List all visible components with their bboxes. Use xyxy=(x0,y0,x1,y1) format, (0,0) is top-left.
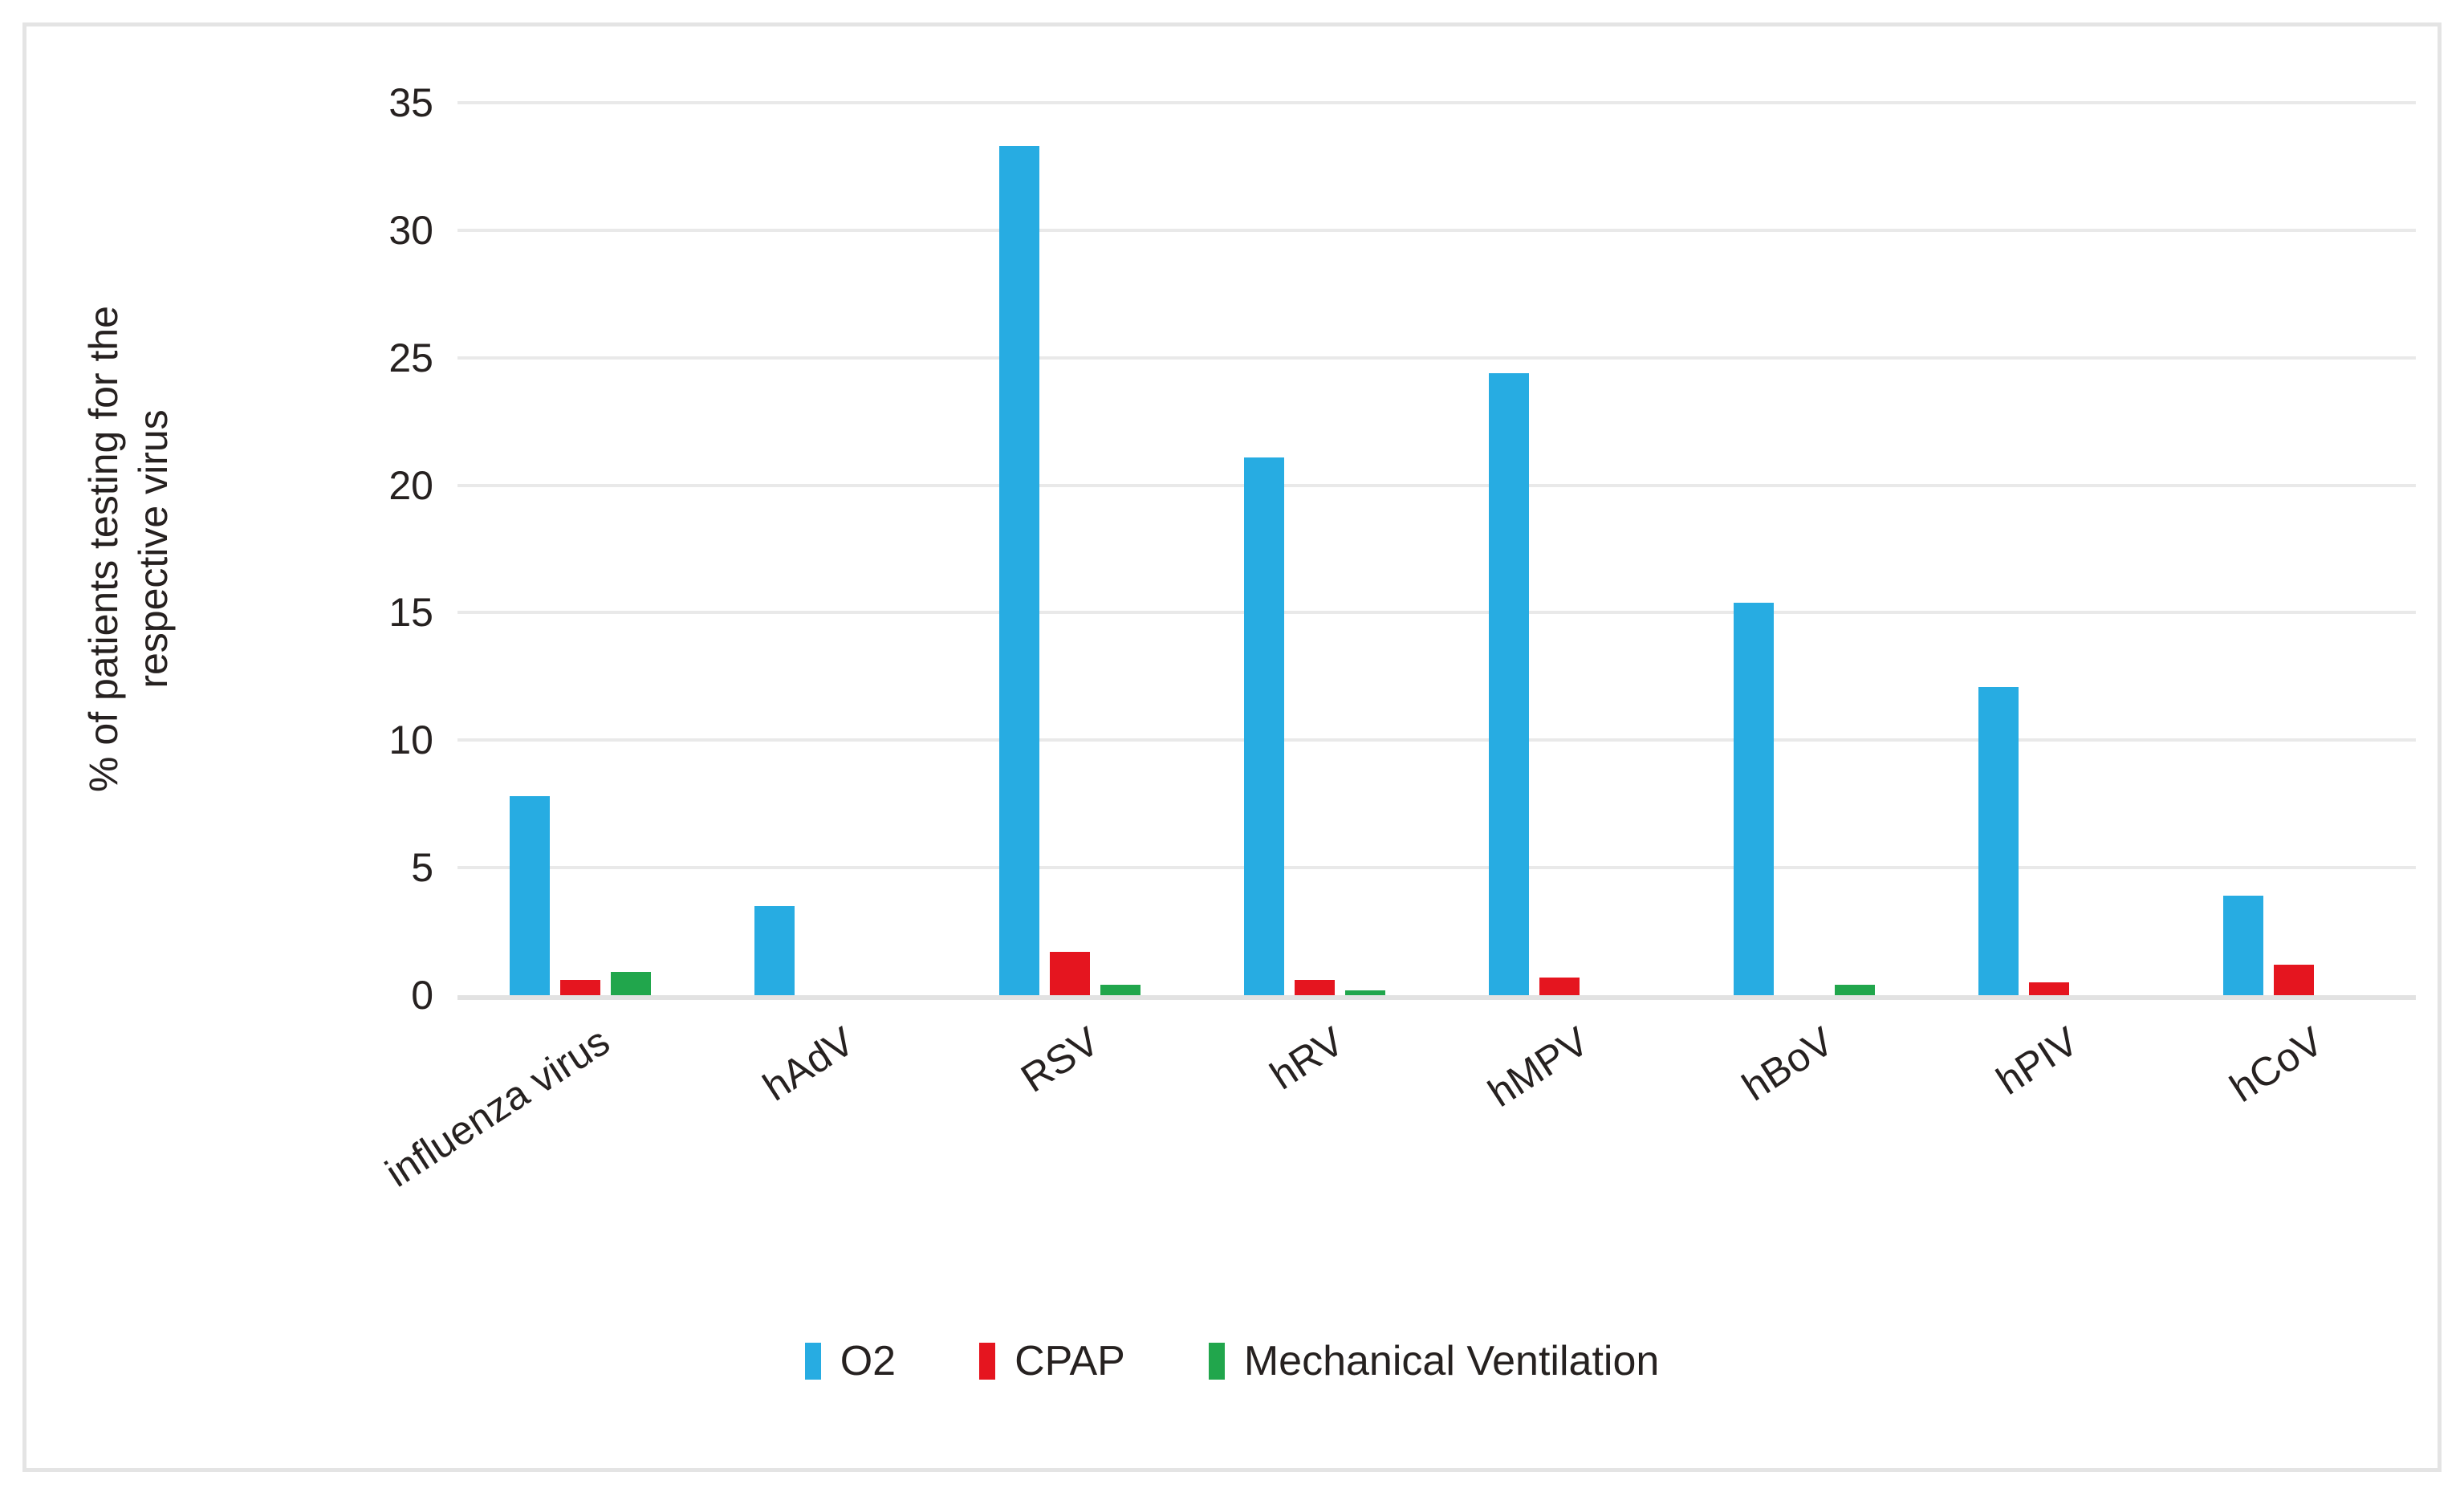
bar-cpap-hcov xyxy=(2273,965,2314,995)
legend-swatch-icon xyxy=(1208,1343,1225,1380)
bar-cpap-influenza-virus xyxy=(559,980,600,995)
y-tick-label-15: 15 xyxy=(388,590,433,636)
bar-group-hmpv xyxy=(1437,373,1681,995)
legend-item-o2: O2 xyxy=(804,1338,897,1384)
y-axis-title-wrap: % of patients testing for the respective… xyxy=(32,103,225,995)
bar-o2-rsv xyxy=(998,146,1039,995)
bar-group-rsv xyxy=(947,146,1192,995)
legend-item-cpap: CPAP xyxy=(979,1339,1125,1384)
bar-cpap-hmpv xyxy=(1539,978,1580,995)
bar-o2-hpiv xyxy=(1978,687,2019,995)
gridline-y15 xyxy=(457,611,2416,615)
gridline-y35 xyxy=(457,101,2416,104)
legend-item-mechanical-ventilation: Mechanical Ventilation xyxy=(1208,1338,1660,1384)
bar-group-hcov xyxy=(2171,896,2416,995)
legend-swatch-icon xyxy=(979,1343,996,1380)
y-tick-label-25: 25 xyxy=(388,335,433,380)
bar-group-hbov xyxy=(1681,603,1926,995)
bar-o2-hmpv xyxy=(1488,373,1529,995)
gridline-y5 xyxy=(457,866,2416,870)
y-tick-label-5: 5 xyxy=(411,845,433,891)
gridline-y25 xyxy=(457,356,2416,360)
gridline-y10 xyxy=(457,738,2416,742)
bar-o2-hcov xyxy=(2222,896,2263,995)
bar-group-influenza-virus xyxy=(457,796,702,995)
legend-label: O2 xyxy=(840,1338,897,1384)
bar-o2-hadv xyxy=(754,906,795,995)
y-tick-label-10: 10 xyxy=(388,718,433,763)
y-tick-label-20: 20 xyxy=(388,462,433,508)
bar-group-hpiv xyxy=(1926,687,2171,995)
legend-swatch-icon xyxy=(804,1343,821,1380)
y-tick-label-35: 35 xyxy=(388,80,433,125)
bar-mechanical-ventilation-rsv xyxy=(1100,985,1141,995)
figure-border xyxy=(22,22,2442,1472)
bar-cpap-rsv xyxy=(1049,952,1090,995)
gridline-y30 xyxy=(457,228,2416,232)
plot-area xyxy=(457,101,2416,1000)
y-tick-label-30: 30 xyxy=(388,207,433,253)
bar-group-hrv xyxy=(1192,457,1437,995)
legend-label: CPAP xyxy=(1014,1338,1125,1384)
bar-cpap-hpiv xyxy=(2028,982,2069,995)
y-axis-title: % of patients testing for the respective… xyxy=(79,306,178,792)
x-axis-baseline xyxy=(457,995,2416,1000)
bar-mechanical-ventilation-hbov xyxy=(1834,985,1875,995)
bar-mechanical-ventilation-hrv xyxy=(1344,990,1385,995)
legend: O2 CPAP Mechanical Ventilation xyxy=(0,1339,2464,1384)
y-tick-label-0: 0 xyxy=(411,973,433,1018)
bar-cpap-hrv xyxy=(1294,980,1335,995)
bar-group-hadv xyxy=(702,906,947,995)
legend-label: Mechanical Ventilation xyxy=(1243,1338,1660,1384)
y-axis-title-line1: % of patients testing for the xyxy=(81,306,127,792)
y-axis-title-line2: respective virus xyxy=(131,409,177,689)
bar-o2-influenza-virus xyxy=(509,796,550,995)
gridline-y20 xyxy=(457,483,2416,487)
bar-o2-hrv xyxy=(1243,457,1284,995)
bar-mechanical-ventilation-influenza-virus xyxy=(610,972,651,995)
bar-o2-hbov xyxy=(1733,603,1774,995)
